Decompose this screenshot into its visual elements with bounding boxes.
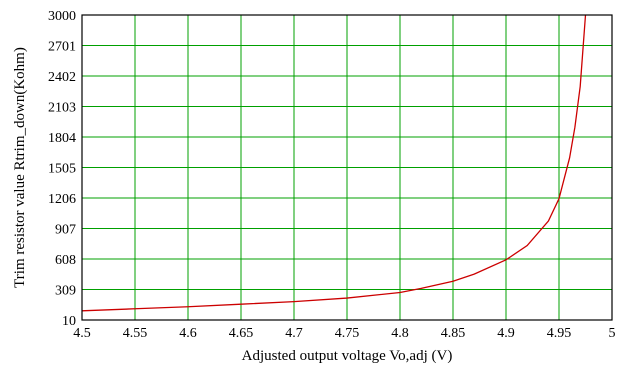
- curve-layer: [81, 14, 587, 312]
- y-tick-label: 907: [55, 223, 76, 238]
- y-axis-ticks: 10 309 608 907 1206 1505 1804 2103 2402 2701 3000: [48, 9, 76, 329]
- y-tick-label: 10: [62, 314, 76, 329]
- y-tick-label: 608: [55, 253, 76, 268]
- x-tick-label: 4.8: [391, 326, 409, 341]
- x-tick-label: 4.6: [179, 326, 197, 341]
- y-tick-label: 2103: [48, 101, 76, 116]
- x-tick-label: 4.75: [335, 326, 360, 341]
- y-axis-title: Trim resistor value Rtrim_down(Kohm): [12, 47, 28, 288]
- y-tick-label: 1206: [48, 192, 76, 207]
- x-tick-label: 4.65: [229, 326, 254, 341]
- y-tick-label: 1505: [48, 162, 76, 177]
- x-tick-label: 4.55: [123, 326, 148, 341]
- y-tick-label: 2402: [48, 70, 76, 85]
- y-tick-label: 2701: [48, 40, 76, 55]
- x-axis-ticks: 4.5 4.55 4.6 4.65 4.7 4.75 4.8 4.85 4.9 4.95 5: [73, 326, 615, 341]
- grid-lines: [81, 14, 613, 321]
- x-axis-title: Adjusted output voltage Vo,adj (V): [242, 348, 453, 364]
- y-tick-label: 3000: [48, 9, 76, 24]
- y-tick-label: 1804: [48, 131, 76, 146]
- x-tick-label: 5: [609, 326, 616, 341]
- plot-frame: [81, 14, 613, 321]
- y-tick-label: 309: [55, 284, 76, 299]
- x-tick-label: 4.5: [73, 326, 91, 341]
- x-tick-label: 4.7: [285, 326, 303, 341]
- x-tick-label: 4.9: [497, 326, 515, 341]
- x-tick-label: 4.85: [441, 326, 466, 341]
- x-tick-label: 4.95: [547, 326, 572, 341]
- trim-resistance-curve: [81, 14, 587, 312]
